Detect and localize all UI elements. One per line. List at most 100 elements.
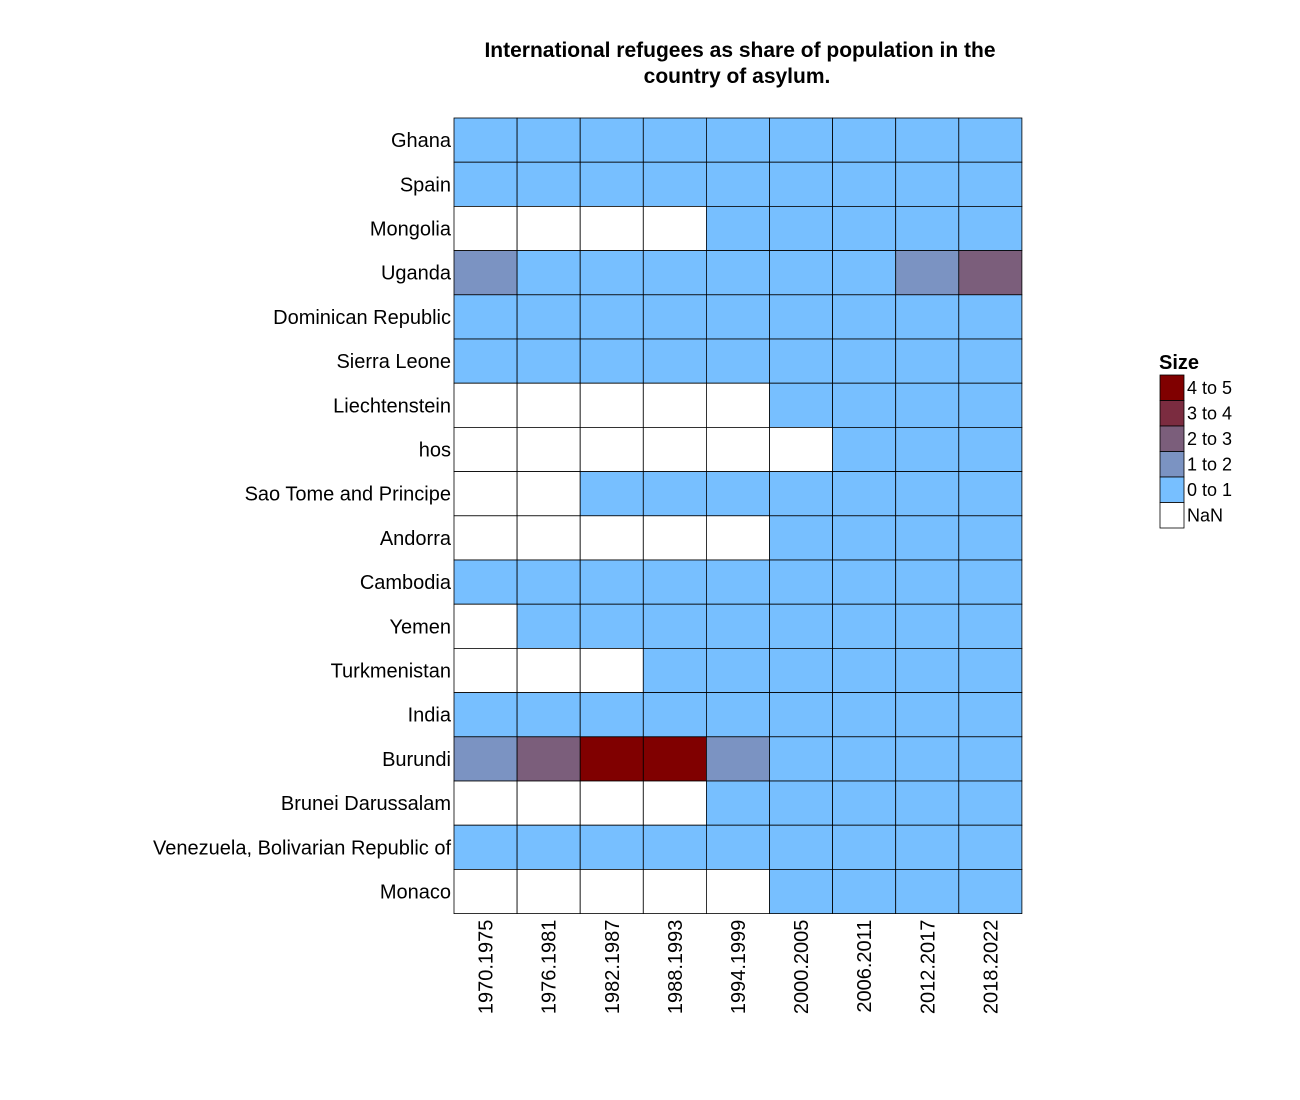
heatmap-cell-monaco-2000-2005 [769,869,833,915]
heatmap-cell-ghana-1976-1981 [516,117,581,163]
heatmap-cell-yemen-1982-1987 [579,603,644,649]
heatmap-cell-brunei-darussalam-1970-1975 [453,780,518,826]
heatmap-cell-venezuela-bolivarian-republic-of-2000-2005 [769,824,833,870]
heatmap-cell-ghana-2006-2011 [832,117,897,163]
heatmap-cell-ghana-1988-1993 [642,117,707,163]
heatmap-cell-india-1982-1987 [579,692,644,738]
heatmap-cell-burundi-2000-2005 [769,736,833,782]
legend-label-1-to-2: 1 to 2 [1187,454,1232,474]
heatmap-cell-venezuela-bolivarian-republic-of-1970-1975 [453,824,518,870]
heatmap-cell-dominican-republic-1982-1987 [579,294,644,340]
heatmap-cell-dominican-republic-1994-1999 [706,294,770,340]
x-tick-label-2018-2022: 2018.2022 [980,920,1002,1015]
heatmap-cell-mongolia-1976-1981 [516,205,581,251]
heatmap-cell-mongolia-1982-1987 [579,205,644,251]
heatmap-cell-liechtenstein-2000-2005 [769,382,833,428]
heatmap-cell-sierra-leone-1994-1999 [706,338,770,384]
heatmap-cell-burundi-2012-2017 [895,736,960,782]
y-tick-label-ghana: Ghana [391,130,452,152]
heatmap-cell-turkmenistan-2018-2022 [958,648,1023,694]
y-tick-label-monaco: Monaco [380,882,451,904]
legend-swatch-4-to-5 [1159,374,1185,401]
heatmap-cell-monaco-2012-2017 [895,869,960,915]
heatmap-cell-spain-1982-1987 [579,161,644,207]
heatmap-cell-dominican-republic-2000-2005 [769,294,833,340]
y-tick-label-burundi: Burundi [382,749,451,771]
heatmap-cell-brunei-darussalam-2000-2005 [769,780,833,826]
heatmap-cell-spain-1976-1981 [516,161,581,207]
heatmap-cell-cambodia-1988-1993 [642,559,707,605]
heatmap-cell-andorra-2012-2017 [895,515,960,561]
heatmap-cell-mongolia-2018-2022 [958,205,1023,251]
heatmap-cell-uganda-1988-1993 [642,250,707,296]
heatmap-cell-sao-tome-and-principe-2006-2011 [832,471,897,517]
y-tick-label-cambodia: Cambodia [360,572,452,594]
heatmap-cell-spain-2006-2011 [832,161,897,207]
heatmap-cell-brunei-darussalam-1982-1987 [579,780,644,826]
heatmap-cell-uganda-1976-1981 [516,250,581,296]
heatmap-cell-brunei-darussalam-2012-2017 [895,780,960,826]
heatmap-cell-turkmenistan-1994-1999 [706,648,770,694]
heatmap-cell-monaco-1994-1999 [706,869,770,915]
heatmap-cell-sao-tome-and-principe-2012-2017 [895,471,960,517]
heatmap-cell-yemen-1994-1999 [706,603,770,649]
heatmap-cell-turkmenistan-1982-1987 [579,648,644,694]
heatmap-cell-hos-1994-1999 [706,426,770,472]
legend-label-3-to-4: 3 to 4 [1187,403,1232,423]
heatmap-cell-andorra-2000-2005 [769,515,833,561]
legend-label-2-to-3: 2 to 3 [1187,429,1232,449]
legend-swatch-2-to-3 [1159,425,1185,452]
heatmap-cell-spain-1970-1975 [453,161,518,207]
heatmap-cell-brunei-darussalam-2006-2011 [832,780,897,826]
heatmap-cell-yemen-2000-2005 [769,603,833,649]
heatmap-cell-hos-1970-1975 [453,426,518,472]
heatmap-cell-venezuela-bolivarian-republic-of-2006-2011 [832,824,897,870]
heatmap-cell-dominican-republic-1970-1975 [453,294,518,340]
y-tick-label-liechtenstein: Liechtenstein [333,395,451,417]
chart-title-line-2: country of asylum. [644,65,831,88]
heatmap-cell-sao-tome-and-principe-1994-1999 [706,471,770,517]
heatmap-cell-monaco-2006-2011 [832,869,897,915]
heatmap-cell-monaco-1982-1987 [579,869,644,915]
heatmap-cell-ghana-2000-2005 [769,117,833,163]
y-tick-label-andorra: Andorra [380,528,452,550]
heatmap-cell-liechtenstein-2006-2011 [832,382,897,428]
heatmap-cell-liechtenstein-1988-1993 [642,382,707,428]
x-tick-label-1970-1975: 1970.1975 [476,920,498,1015]
heatmap-cell-burundi-1976-1981 [516,736,581,782]
heatmap-cell-spain-2000-2005 [769,161,833,207]
heatmap-cell-hos-2006-2011 [832,426,897,472]
heatmap-cell-dominican-republic-2006-2011 [832,294,897,340]
heatmap-cell-cambodia-2000-2005 [769,559,833,605]
y-tick-label-hos: hos [419,440,451,462]
heatmap-cell-uganda-1970-1975 [453,250,518,296]
heatmap-cell-hos-2018-2022 [958,426,1023,472]
legend-label-nan: NaN [1187,505,1223,525]
x-tick-label-1976-1981: 1976.1981 [539,920,561,1015]
heatmap-cell-cambodia-1970-1975 [453,559,518,605]
heatmap-cell-brunei-darussalam-1994-1999 [706,780,770,826]
heatmap-cell-cambodia-2006-2011 [832,559,897,605]
heatmap-cell-sao-tome-and-principe-2018-2022 [958,471,1023,517]
heatmap-cell-dominican-republic-2012-2017 [895,294,960,340]
heatmap-cell-ghana-1982-1987 [579,117,644,163]
y-tick-labels: Ghana Spain Mongolia Uganda Dominican Republ… [153,130,452,903]
heatmap-cell-sierra-leone-1970-1975 [453,338,518,384]
heatmap-cell-yemen-1976-1981 [516,603,581,649]
heatmap-cell-hos-1976-1981 [516,426,581,472]
heatmap-cell-ghana-1970-1975 [453,117,518,163]
heatmap-cell-turkmenistan-1976-1981 [516,648,581,694]
heatmap-cell-dominican-republic-1976-1981 [516,294,581,340]
heatmap-cell-monaco-1976-1981 [516,869,581,915]
y-tick-label-sao-tome-and-principe: Sao Tome and Principe [245,484,451,506]
heatmap-cell-liechtenstein-1994-1999 [706,382,770,428]
heatmap-cell-sao-tome-and-principe-1976-1981 [516,471,581,517]
y-tick-label-venezuela-bolivarian-republic-of: Venezuela, Bolivarian Republic of [153,837,451,859]
heatmap-cell-turkmenistan-1988-1993 [642,648,707,694]
heatmap-cell-liechtenstein-1970-1975 [453,382,518,428]
x-tick-label-1982-1987: 1982.1987 [602,920,624,1015]
x-tick-label-1988-1993: 1988.1993 [665,920,687,1015]
heatmap-cell-hos-2000-2005 [769,426,833,472]
heatmap-cell-turkmenistan-2000-2005 [769,648,833,694]
